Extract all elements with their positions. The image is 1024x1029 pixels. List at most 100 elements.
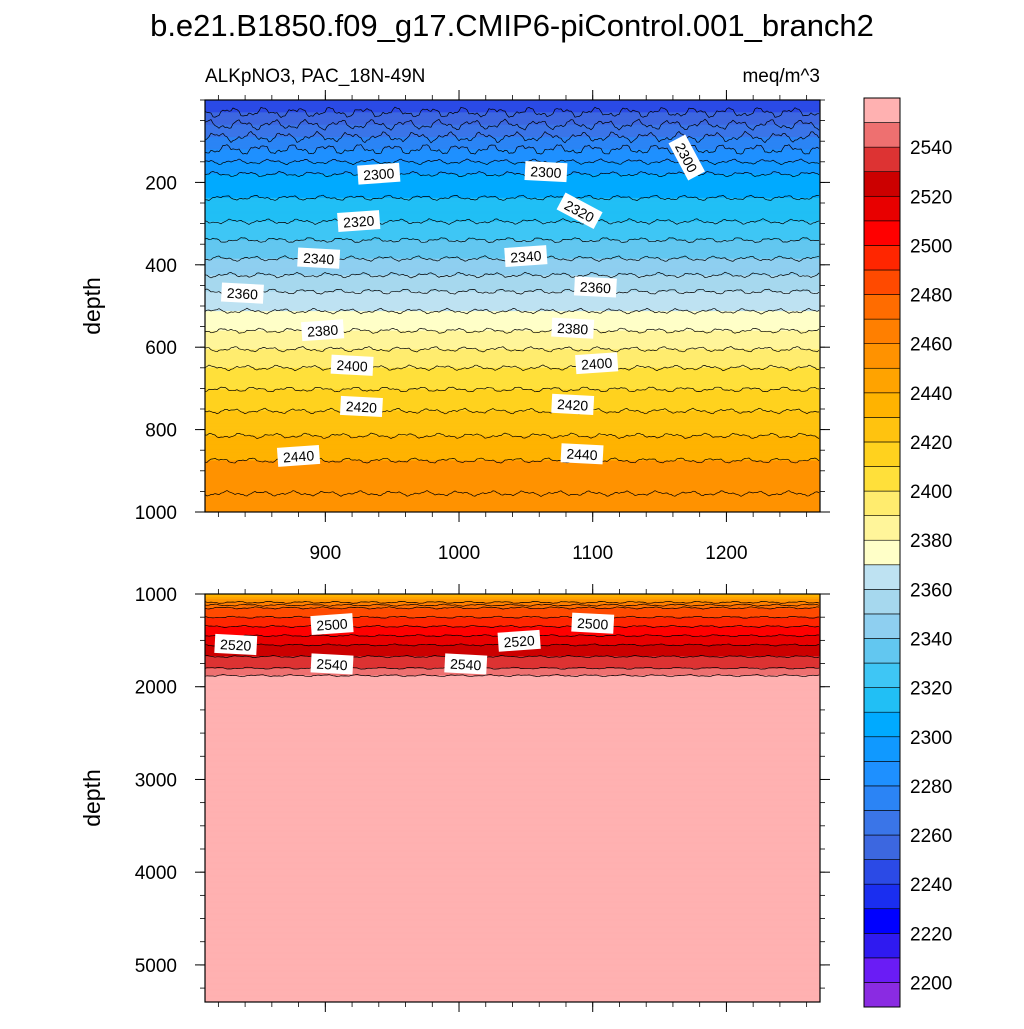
upper-band-strip (205, 314, 820, 316)
upper-y-tick-label: 400 (145, 256, 177, 277)
upper-band-strip (205, 424, 820, 427)
lower-band-strip (205, 923, 820, 926)
colorbar-tick-label: 2280 (910, 777, 952, 798)
upper-band-strip (205, 476, 820, 479)
upper-contour-label-text: 2380 (557, 320, 589, 338)
lower-band-strip (205, 890, 820, 893)
upper-band-strip (205, 194, 820, 197)
lower-band-strip (205, 815, 820, 817)
upper-contour-label-box (339, 395, 383, 418)
lower-band-strip (205, 735, 820, 738)
upper-band-strip (205, 162, 820, 165)
lower-band-strip (205, 656, 820, 658)
upper-band-strip (205, 205, 820, 207)
lower-band-strip (205, 662, 820, 664)
lower-band-strip (205, 827, 820, 830)
upper-band-strip (205, 108, 820, 110)
upper-contour-line (205, 194, 820, 201)
lower-band-strip (205, 669, 820, 672)
lower-band-strip (205, 630, 820, 633)
upper-band-strip (205, 306, 820, 308)
lower-contour-label-box (214, 633, 258, 656)
lower-band-strip (205, 870, 820, 873)
lower-band-strip (205, 905, 820, 907)
lower-band-strip (205, 990, 820, 993)
lower-band-strip (205, 773, 820, 776)
lower-band-strip (205, 927, 820, 930)
upper-band-strip (205, 447, 820, 449)
lower-band-strip (205, 921, 820, 924)
lower-band-strip (205, 752, 820, 754)
upper-band-strip (205, 486, 820, 488)
lower-contour-label: 2540 (444, 653, 488, 675)
lower-contour-line (205, 624, 820, 628)
upper-band-strip (205, 216, 820, 219)
lower-band-strip (205, 725, 820, 728)
lower-band-strip (205, 744, 820, 747)
upper-contour-line (205, 524, 819, 529)
upper-contour-line (205, 490, 820, 497)
colorbar-swatch (863, 490, 901, 516)
upper-band-strip (205, 212, 820, 214)
upper-band-strip (205, 105, 820, 107)
upper-band-strip (205, 130, 820, 133)
lower-band-strip (205, 922, 820, 925)
upper-band-strip (205, 444, 820, 446)
colorbar-tick-label: 2400 (910, 482, 952, 503)
upper-band-strip (205, 493, 820, 496)
lower-contour-label: 2520 (497, 629, 541, 652)
upper-band-strip (205, 485, 820, 487)
upper-band-strip (205, 386, 820, 388)
lower-band-strip (205, 796, 820, 799)
upper-band-strip (205, 317, 820, 319)
lower-color-bands (205, 594, 820, 1002)
lower-band-strip (205, 681, 820, 684)
upper-band-strip (205, 321, 820, 324)
lower-band-strip (205, 941, 820, 944)
upper-band-strip (205, 188, 820, 191)
lower-band-strip (205, 717, 820, 720)
upper-band-strip (205, 445, 820, 447)
upper-band-strip (205, 267, 820, 270)
lower-band-strip (205, 924, 820, 927)
upper-band-strip (205, 164, 820, 167)
upper-band-strip (205, 244, 820, 246)
lower-band-strip (205, 846, 820, 849)
lower-band-strip (205, 704, 820, 706)
lower-contour-label-text: 2500 (316, 616, 348, 634)
upper-band-strip (205, 193, 820, 196)
lower-band-strip (205, 754, 820, 756)
lower-band-strip (205, 731, 820, 734)
upper-band-strip (205, 177, 820, 179)
upper-band-strip (205, 142, 820, 144)
lower-band-strip (205, 985, 820, 988)
upper-band-strip (205, 464, 820, 467)
lower-contour-label-text: 2540 (316, 656, 348, 674)
upper-band-strip (205, 153, 820, 156)
colorbar-tick-label: 2340 (910, 629, 952, 650)
lower-band-strip (205, 837, 820, 840)
upper-band-strip (205, 201, 820, 204)
upper-band-strip (205, 207, 820, 209)
lower-band-strip (205, 857, 820, 859)
upper-band-strip (205, 316, 820, 318)
lower-band-strip (205, 939, 820, 942)
upper-contour-label: 2400 (575, 352, 619, 375)
upper-band-strip (205, 288, 820, 291)
upper-x-tick-label: 1000 (438, 543, 480, 564)
upper-band-strip (205, 416, 820, 418)
lower-band-strip (205, 838, 820, 841)
lower-band-strip (205, 901, 820, 903)
colorbar-tick-label: 2500 (910, 236, 952, 257)
lower-band-strip (205, 755, 820, 757)
lower-band-strip (205, 729, 820, 732)
lower-band-strip (205, 768, 820, 771)
upper-band-strip (205, 139, 820, 141)
lower-contour-label-box (497, 629, 541, 652)
upper-band-strip (205, 270, 820, 273)
upper-band-strip (205, 438, 820, 441)
lower-band-strip (205, 761, 820, 763)
colorbar-swatch (863, 932, 901, 959)
upper-band-strip (205, 460, 820, 463)
